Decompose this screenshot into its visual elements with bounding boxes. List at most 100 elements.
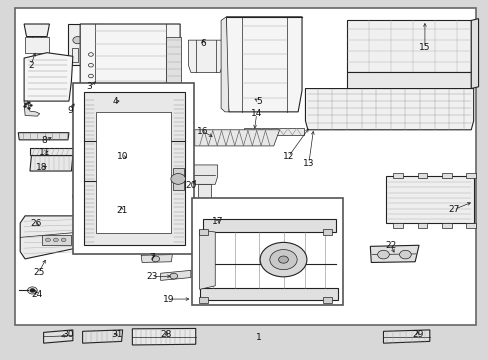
Text: 23: 23 bbox=[146, 272, 157, 281]
Polygon shape bbox=[20, 216, 86, 259]
Text: 2: 2 bbox=[28, 61, 34, 70]
Circle shape bbox=[29, 104, 32, 107]
Polygon shape bbox=[18, 133, 69, 140]
Text: 10: 10 bbox=[117, 152, 128, 161]
Bar bbox=[81, 48, 87, 62]
Polygon shape bbox=[43, 330, 73, 343]
Polygon shape bbox=[82, 330, 122, 343]
Circle shape bbox=[269, 249, 297, 270]
Polygon shape bbox=[198, 184, 211, 199]
Text: 5: 5 bbox=[256, 96, 262, 105]
Polygon shape bbox=[30, 148, 73, 155]
Circle shape bbox=[170, 174, 185, 184]
Text: 31: 31 bbox=[111, 330, 122, 339]
Text: 3: 3 bbox=[86, 82, 92, 91]
Polygon shape bbox=[24, 101, 40, 116]
Circle shape bbox=[23, 105, 26, 108]
Text: 9: 9 bbox=[67, 105, 73, 114]
Text: 1: 1 bbox=[256, 333, 262, 342]
Circle shape bbox=[45, 238, 50, 242]
Bar bbox=[199, 229, 207, 235]
Polygon shape bbox=[80, 24, 180, 108]
Bar bbox=[199, 297, 207, 303]
Text: 26: 26 bbox=[30, 219, 41, 228]
Polygon shape bbox=[441, 173, 451, 178]
Polygon shape bbox=[383, 330, 429, 343]
Text: 27: 27 bbox=[447, 205, 459, 214]
Polygon shape bbox=[221, 17, 228, 112]
Text: 12: 12 bbox=[282, 152, 293, 161]
Circle shape bbox=[169, 273, 177, 279]
Bar bbox=[15, 8, 475, 325]
Polygon shape bbox=[392, 223, 402, 228]
Text: 15: 15 bbox=[418, 43, 430, 52]
Polygon shape bbox=[24, 53, 73, 101]
Bar bbox=[172, 168, 183, 190]
Circle shape bbox=[30, 289, 35, 292]
Circle shape bbox=[260, 242, 306, 277]
Text: 24: 24 bbox=[32, 289, 43, 298]
Polygon shape bbox=[346, 72, 470, 89]
Text: 19: 19 bbox=[163, 294, 174, 303]
Polygon shape bbox=[30, 156, 73, 171]
Circle shape bbox=[152, 256, 159, 262]
Text: 30: 30 bbox=[62, 330, 74, 339]
Polygon shape bbox=[417, 173, 427, 178]
Polygon shape bbox=[188, 40, 222, 72]
Polygon shape bbox=[417, 223, 427, 228]
Circle shape bbox=[27, 287, 37, 294]
Polygon shape bbox=[305, 89, 473, 130]
Polygon shape bbox=[199, 288, 337, 300]
Text: 14: 14 bbox=[250, 109, 262, 118]
Text: 18: 18 bbox=[36, 163, 48, 172]
Text: 20: 20 bbox=[185, 181, 196, 190]
Polygon shape bbox=[194, 130, 279, 146]
Text: 29: 29 bbox=[411, 330, 423, 339]
Text: 17: 17 bbox=[211, 217, 223, 226]
Polygon shape bbox=[132, 328, 195, 345]
Text: 28: 28 bbox=[161, 330, 172, 339]
Text: 25: 25 bbox=[33, 268, 44, 277]
Bar bbox=[323, 229, 331, 235]
Circle shape bbox=[399, 250, 410, 259]
Polygon shape bbox=[369, 245, 418, 262]
Text: 22: 22 bbox=[385, 241, 396, 250]
Circle shape bbox=[53, 238, 58, 242]
Text: 13: 13 bbox=[303, 159, 314, 168]
Text: 8: 8 bbox=[41, 136, 47, 145]
Circle shape bbox=[27, 107, 30, 109]
Bar bbox=[42, 234, 71, 245]
Polygon shape bbox=[96, 112, 171, 233]
Bar bbox=[72, 48, 78, 62]
Circle shape bbox=[278, 256, 288, 263]
Polygon shape bbox=[392, 173, 402, 178]
Text: 21: 21 bbox=[116, 206, 127, 215]
Bar bbox=[192, 198, 343, 305]
Circle shape bbox=[90, 37, 100, 44]
Polygon shape bbox=[226, 17, 302, 112]
Polygon shape bbox=[203, 220, 335, 232]
Polygon shape bbox=[141, 255, 172, 262]
Polygon shape bbox=[466, 223, 475, 228]
Circle shape bbox=[377, 250, 388, 259]
Bar bbox=[166, 37, 181, 101]
Bar bbox=[73, 83, 193, 253]
Polygon shape bbox=[25, 37, 49, 53]
Polygon shape bbox=[470, 19, 478, 89]
Polygon shape bbox=[199, 230, 215, 289]
Circle shape bbox=[24, 103, 27, 105]
Bar bbox=[323, 297, 331, 303]
Polygon shape bbox=[83, 92, 184, 245]
Polygon shape bbox=[24, 24, 49, 37]
Text: 16: 16 bbox=[197, 127, 208, 136]
Circle shape bbox=[27, 102, 30, 104]
Polygon shape bbox=[243, 128, 304, 135]
Polygon shape bbox=[346, 21, 470, 72]
Polygon shape bbox=[160, 270, 190, 280]
Text: 4: 4 bbox=[112, 96, 118, 105]
Circle shape bbox=[61, 238, 66, 242]
Circle shape bbox=[73, 37, 82, 44]
Polygon shape bbox=[73, 184, 127, 211]
Polygon shape bbox=[441, 223, 451, 228]
Polygon shape bbox=[189, 165, 217, 184]
